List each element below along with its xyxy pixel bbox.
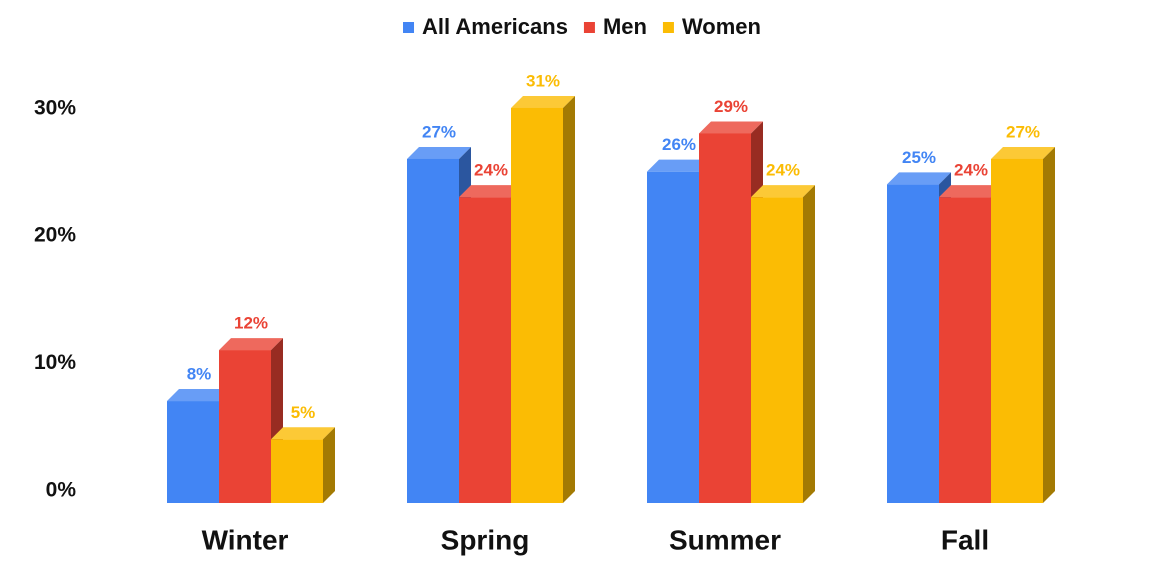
data-label: 8% — [187, 365, 212, 384]
legend-swatch — [403, 22, 415, 33]
y-tick-label: 30% — [34, 96, 76, 119]
bar-front — [167, 401, 219, 503]
bar-top — [459, 185, 523, 198]
data-label: 27% — [422, 122, 456, 141]
bar-top — [751, 185, 815, 198]
data-label: 29% — [714, 97, 748, 116]
y-tick-label: 0% — [46, 479, 77, 502]
legend-label: All Americans — [422, 14, 568, 39]
y-tick-label: 20% — [34, 224, 76, 247]
data-label: 12% — [234, 314, 268, 333]
data-label: 24% — [954, 161, 988, 180]
bar-top — [647, 159, 711, 172]
bar-top — [511, 95, 575, 108]
bar-top — [699, 121, 763, 134]
bar-front — [271, 439, 323, 503]
bar — [751, 185, 815, 503]
bar-front — [939, 197, 991, 503]
data-label: 25% — [902, 148, 936, 167]
bar-front — [751, 197, 803, 503]
x-tick-label: Fall — [941, 524, 989, 555]
x-tick-label: Winter — [202, 524, 289, 555]
bar-top — [407, 146, 471, 159]
bar-front — [887, 184, 939, 503]
data-label: 5% — [291, 403, 316, 422]
data-label: 24% — [474, 161, 508, 180]
bar-top — [939, 185, 1003, 198]
legend-swatch — [583, 22, 595, 33]
legend-label: Women — [682, 14, 761, 39]
bar — [511, 95, 575, 503]
x-tick-label: Summer — [669, 524, 781, 555]
data-label: 31% — [526, 71, 560, 90]
bar-side — [563, 95, 575, 503]
legend: All Americans Men Women — [403, 14, 761, 39]
data-label: 26% — [662, 135, 696, 154]
bar-front — [991, 158, 1043, 503]
bar-top — [887, 172, 951, 185]
bar — [991, 146, 1055, 503]
bar-front — [511, 107, 563, 503]
bar — [271, 427, 335, 503]
bar-top — [219, 338, 283, 351]
bar-front — [699, 133, 751, 503]
data-label: 24% — [766, 161, 800, 180]
bar-front — [459, 197, 511, 503]
bar-front — [407, 158, 459, 503]
bar-top — [991, 146, 1055, 159]
bar-top — [271, 427, 335, 440]
bar — [219, 338, 283, 503]
bar-front — [219, 350, 271, 503]
legend-swatch — [662, 22, 674, 33]
bar-front — [647, 171, 699, 503]
bar-side — [323, 427, 335, 503]
bar-side — [1043, 146, 1055, 503]
y-tick-label: 10% — [34, 351, 76, 374]
legend-label: Men — [603, 14, 647, 39]
data-label: 27% — [1006, 122, 1040, 141]
x-tick-label: Spring — [441, 524, 530, 555]
bar-top — [167, 389, 231, 402]
bar-side — [803, 185, 815, 503]
